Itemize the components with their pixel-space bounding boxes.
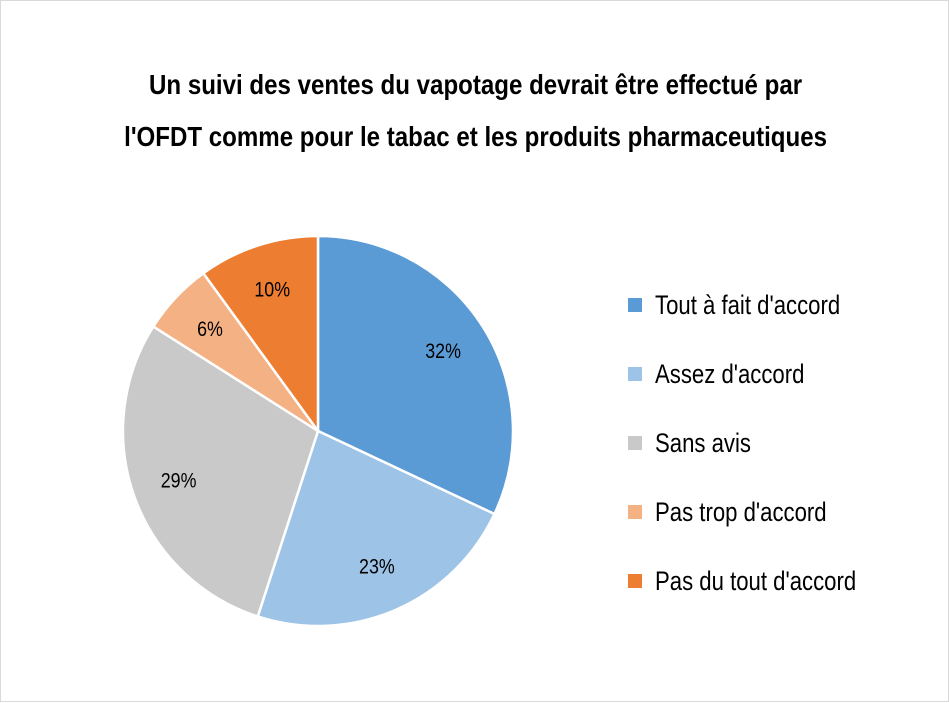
legend-swatch (628, 574, 642, 588)
data-label-tout-a-fait-d-accord: 32% (425, 340, 461, 364)
chart-title-line-2: l'OFDT comme pour le tabac et les produi… (124, 121, 828, 152)
legend-label: Pas du tout d'accord (655, 566, 857, 596)
legend-label: Sans avis (655, 428, 751, 458)
pie-slices (121, 234, 515, 628)
pie-slice-pas-du-tout-d-accord (202, 234, 320, 433)
legend-label: Assez d'accord (655, 359, 805, 389)
chart-title: Un suivi des ventes du vapotage devrait … (68, 59, 884, 163)
data-label-pas-du-tout-d-accord: 10% (254, 278, 290, 302)
pie-slice-tout-a-fait-d-accord (316, 234, 515, 516)
data-label-assez-d-accord: 23% (359, 555, 395, 579)
legend-swatch (628, 367, 642, 381)
legend-swatch (628, 436, 642, 450)
pie-data-labels: 32% 23% 29% 6% 10% (161, 278, 461, 579)
data-label-sans-avis: 29% (161, 469, 197, 493)
legend-swatch (628, 298, 642, 312)
legend-swatch (628, 505, 642, 519)
pie-slice-sans-avis (121, 325, 320, 618)
data-label-pas-trop-d-accord: 6% (197, 318, 223, 342)
pie-slice-assez-d-accord (256, 429, 496, 628)
chart-title-line-1: Un suivi des ventes du vapotage devrait … (149, 69, 803, 100)
legend-label: Tout à fait d'accord (655, 290, 841, 320)
legend-label: Pas trop d'accord (655, 497, 827, 527)
